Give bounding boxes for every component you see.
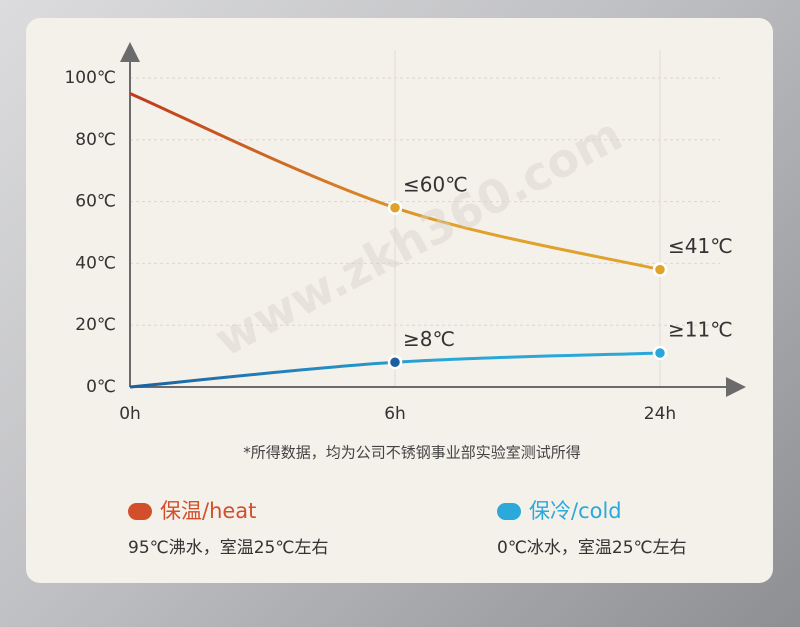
point-label: ≤41℃ <box>668 234 733 258</box>
point-label: ≥8℃ <box>403 327 455 351</box>
point-label: ≥11℃ <box>668 318 733 342</box>
legend-note: 95℃沸水，室温25℃左右 <box>128 538 328 558</box>
y-tick-label: 0℃ <box>86 377 116 397</box>
footnote: *所得数据，均为公司不锈钢事业部实验室测试所得 <box>243 444 581 462</box>
y-tick-label: 100℃ <box>64 68 116 88</box>
x-tick-label: 6h <box>384 404 406 424</box>
y-tick-label: 60℃ <box>75 192 116 212</box>
legend-marker <box>128 503 152 520</box>
point-label: ≤60℃ <box>403 172 468 196</box>
plot: ≤60℃ ≤41℃ ≥8℃ ≥11℃ <box>129 92 733 389</box>
x-tick-label: 0h <box>119 404 141 424</box>
legend-marker <box>497 503 521 520</box>
y-tick-label: 40℃ <box>75 253 116 273</box>
data-point <box>652 262 668 277</box>
legend-label: 保温/heat <box>160 499 256 523</box>
x-tick-label: 24h <box>644 404 676 424</box>
legend-label: 保冷/cold <box>529 499 622 523</box>
data-point <box>387 200 403 216</box>
y-tick-label: 80℃ <box>75 130 116 150</box>
legend: 保温/heat 95℃沸水，室温25℃左右 保冷/cold 0℃冰水，室温25℃左右 <box>128 499 687 558</box>
legend-note: 0℃冰水，室温25℃左右 <box>497 538 687 558</box>
card <box>26 18 773 583</box>
data-point <box>387 355 403 370</box>
y-tick-label: 20℃ <box>75 315 116 335</box>
data-point <box>652 345 668 361</box>
